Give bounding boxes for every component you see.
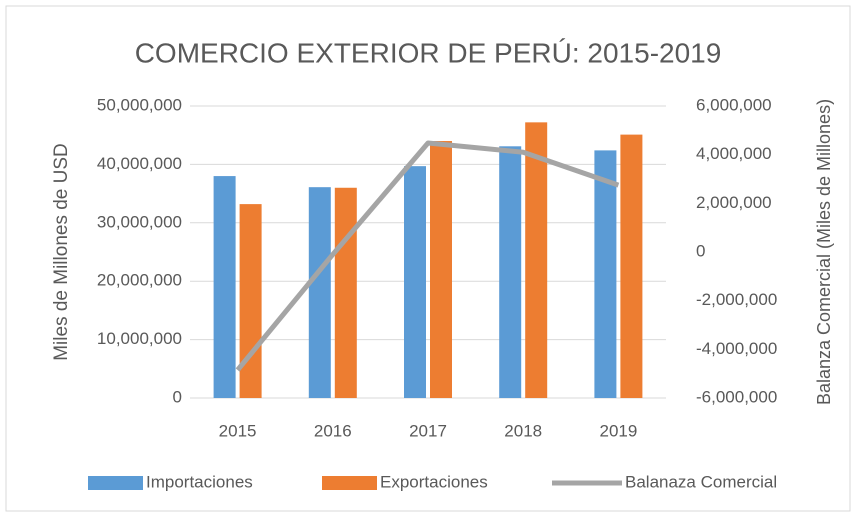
y2-tick-label: 2,000,000: [696, 193, 772, 212]
y-tick-label: 50,000,000: [97, 95, 182, 114]
y-tick-label: 40,000,000: [97, 154, 182, 173]
y-axis-label: Miles de Millones de USD: [51, 143, 72, 361]
x-tick-label: 2018: [504, 421, 542, 440]
legend-swatch: [322, 476, 377, 490]
chart-frame: [5, 5, 851, 512]
y-tick-label: 0: [173, 387, 182, 406]
line-series: [235, 140, 620, 372]
x-tick-label: 2017: [409, 421, 447, 440]
y-tick-label: 10,000,000: [97, 329, 182, 348]
legend-label: Importaciones: [146, 472, 253, 491]
bar: [499, 146, 522, 398]
y2-tick-label: -2,000,000: [696, 290, 777, 309]
legend-swatch: [88, 476, 143, 490]
y2-tick-label: -4,000,000: [696, 339, 777, 358]
bar: [620, 134, 643, 398]
y-tick-label: 20,000,000: [97, 271, 182, 290]
x-tick-label: 2016: [314, 421, 352, 440]
bar: [430, 141, 452, 399]
y-tick-label: 30,000,000: [97, 212, 182, 231]
y2-tick-label: -6,000,000: [696, 387, 777, 406]
bar: [213, 176, 236, 398]
legend-label: Balanaza Comercial: [625, 472, 777, 491]
y2-tick-label: 0: [696, 241, 705, 260]
y2-tick-label: 4,000,000: [696, 144, 772, 163]
x-tick-label: 2015: [219, 421, 257, 440]
bar: [525, 122, 548, 399]
bar: [594, 150, 617, 398]
bar: [334, 187, 357, 398]
bar: [404, 166, 426, 398]
legend-label: Exportaciones: [380, 472, 488, 491]
bar: [239, 204, 262, 398]
chart-title: COMERCIO EXTERIOR DE PERÚ: 2015-2019: [135, 37, 722, 68]
bar: [308, 187, 331, 398]
y2-tick-label: 6,000,000: [696, 95, 772, 114]
x-tick-label: 2019: [599, 421, 637, 440]
y2-axis-label: Balanza Comercial (Miles de Millones): [814, 99, 834, 405]
